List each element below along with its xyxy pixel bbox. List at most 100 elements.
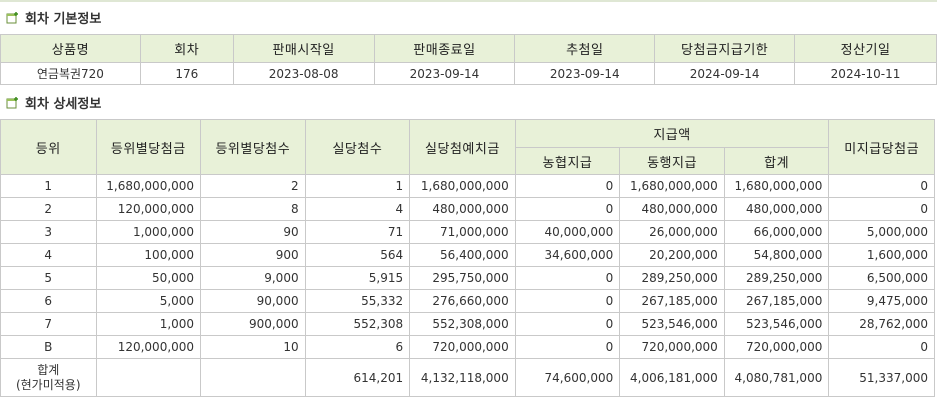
cell-payment-deadline: 2024-09-14 — [654, 62, 796, 85]
value-cell: 480,000,000 — [409, 197, 516, 221]
summary-cell: 74,600,000 — [514, 358, 621, 397]
summary-cell: 4,080,781,000 — [723, 358, 830, 397]
value-cell: 0 — [514, 266, 621, 290]
value-cell: 720,000,000 — [409, 335, 516, 359]
header-prize-per-rank: 등위별당첨금 — [95, 119, 202, 175]
header-unpaid: 미지급당첨금 — [828, 119, 935, 175]
cell-sale-start: 2023-08-08 — [232, 62, 375, 85]
rank-cell: 6 — [0, 289, 97, 313]
header-round: 회차 — [139, 34, 234, 63]
header-bank: 동행지급 — [619, 147, 725, 175]
value-cell: 0 — [828, 197, 935, 221]
value-cell: 28,762,000 — [828, 312, 935, 336]
cell-draw-date: 2023-09-14 — [514, 62, 656, 85]
value-cell: 295,750,000 — [409, 266, 516, 290]
table-row: B 120,000,000 10 6 720,000,000 0 720,000,000 72… — [0, 335, 935, 359]
value-cell: 1,600,000 — [828, 243, 935, 267]
basic-info-title: 회차 기본정보 — [6, 8, 101, 27]
cell-round: 176 — [139, 62, 234, 85]
detail-info-table: 등위 등위별당첨금 등위별당첨수 실당첨수 실당첨예치금 지급액 미지급당첨금 … — [0, 119, 935, 397]
detail-info-title-text: 회차 상세정보 — [25, 97, 102, 112]
table-row: 5 50,000 9,000 5,915 295,750,000 0 289,250,000… — [0, 266, 935, 290]
value-cell: 120,000,000 — [95, 197, 202, 221]
value-cell: 90,000 — [200, 289, 306, 313]
value-cell: 1,000,000 — [95, 220, 202, 244]
value-cell: 54,800,000 — [723, 243, 830, 267]
basic-header-row: 상품명 회차 판매시작일 판매종료일 추첨일 당첨금지급기한 정산기일 — [0, 34, 937, 63]
value-cell: 276,660,000 — [409, 289, 516, 313]
value-cell: 5,000,000 — [828, 220, 935, 244]
value-cell: 1,680,000,000 — [409, 174, 516, 198]
summary-cell — [200, 358, 306, 397]
header-actual-count: 실당첨수 — [304, 119, 411, 175]
value-cell: 1,000 — [95, 312, 202, 336]
value-cell: 9,000 — [200, 266, 306, 290]
value-cell: 1,680,000,000 — [95, 174, 202, 198]
header-product: 상품명 — [0, 34, 141, 63]
rank-cell: 3 — [0, 220, 97, 244]
document-add-icon — [6, 11, 19, 24]
basic-data-row: 연금복권720 176 2023-08-08 2023-09-14 2023-0… — [0, 62, 937, 85]
value-cell: 10 — [200, 335, 306, 359]
summary-cell: 4,006,181,000 — [619, 358, 725, 397]
table-row: 1 1,680,000,000 2 1 1,680,000,000 0 1,680,000,… — [0, 174, 935, 198]
value-cell: 523,546,000 — [619, 312, 725, 336]
value-cell: 40,000,000 — [514, 220, 621, 244]
header-sale-end: 판매종료일 — [373, 34, 516, 63]
value-cell: 0 — [514, 312, 621, 336]
header-draw-date: 추첨일 — [514, 34, 656, 63]
value-cell: 1,680,000,000 — [723, 174, 830, 198]
value-cell: 720,000,000 — [723, 335, 830, 359]
table-row: 6 5,000 90,000 55,332 276,660,000 0 267,185,00… — [0, 289, 935, 313]
basic-info-title-text: 회차 기본정보 — [25, 12, 102, 27]
rank-cell: 1 — [0, 174, 97, 198]
value-cell: 5,000 — [95, 289, 202, 313]
value-cell: 71,000,000 — [409, 220, 516, 244]
header-nonghyup: 농협지급 — [514, 147, 621, 175]
value-cell: 552,308 — [304, 312, 411, 336]
header-sale-start: 판매시작일 — [232, 34, 375, 63]
value-cell: 56,400,000 — [409, 243, 516, 267]
header-total: 합계 — [723, 147, 830, 175]
summary-cell: 4,132,118,000 — [409, 358, 516, 397]
value-cell: 8 — [200, 197, 306, 221]
summary-cell: 614,201 — [304, 358, 411, 397]
value-cell: 289,250,000 — [619, 266, 725, 290]
value-cell: 552,308,000 — [409, 312, 516, 336]
header-payment-deadline: 당첨금지급기한 — [654, 34, 796, 63]
table-row: 3 1,000,000 90 71 71,000,000 40,000,000 26,000… — [0, 220, 935, 244]
summary-label: 합계 (현가미적용) — [0, 358, 97, 397]
value-cell: 1 — [304, 174, 411, 198]
value-cell: 523,546,000 — [723, 312, 830, 336]
header-actual-deposit: 실당첨예치금 — [409, 119, 516, 175]
value-cell: 50,000 — [95, 266, 202, 290]
value-cell: 120,000,000 — [95, 335, 202, 359]
value-cell: 564 — [304, 243, 411, 267]
detail-header-row-2: 농협지급 동행지급 합계 — [1, 147, 935, 175]
value-cell: 267,185,000 — [723, 289, 830, 313]
value-cell: 267,185,000 — [619, 289, 725, 313]
value-cell: 720,000,000 — [619, 335, 725, 359]
summary-label-line2: (현가미적용) — [15, 377, 81, 392]
table-row: 2 120,000,000 8 4 480,000,000 0 480,000,000 480… — [0, 197, 935, 221]
value-cell: 0 — [828, 335, 935, 359]
value-cell: 0 — [514, 289, 621, 313]
cell-sale-end: 2023-09-14 — [373, 62, 516, 85]
value-cell: 900,000 — [200, 312, 306, 336]
rank-cell: 2 — [0, 197, 97, 221]
value-cell: 9,475,000 — [828, 289, 935, 313]
detail-header-row-1: 등위 등위별당첨금 등위별당첨수 실당첨수 실당첨예치금 지급액 미지급당첨금 — [0, 119, 935, 175]
value-cell: 90 — [200, 220, 306, 244]
value-cell: 6,500,000 — [828, 266, 935, 290]
table-row: 4 100,000 900 564 56,400,000 34,600,000 20,200… — [0, 243, 935, 267]
value-cell: 0 — [514, 197, 621, 221]
value-cell: 5,915 — [304, 266, 411, 290]
value-cell: 900 — [200, 243, 306, 267]
value-cell: 289,250,000 — [723, 266, 830, 290]
value-cell: 55,332 — [304, 289, 411, 313]
cell-product: 연금복권720 — [0, 62, 141, 85]
document-add-icon — [6, 96, 19, 109]
basic-info-table: 상품명 회차 판매시작일 판매종료일 추첨일 당첨금지급기한 정산기일 연금복권… — [0, 34, 937, 85]
value-cell: 0 — [828, 174, 935, 198]
header-settlement-date: 정산기일 — [794, 34, 937, 63]
